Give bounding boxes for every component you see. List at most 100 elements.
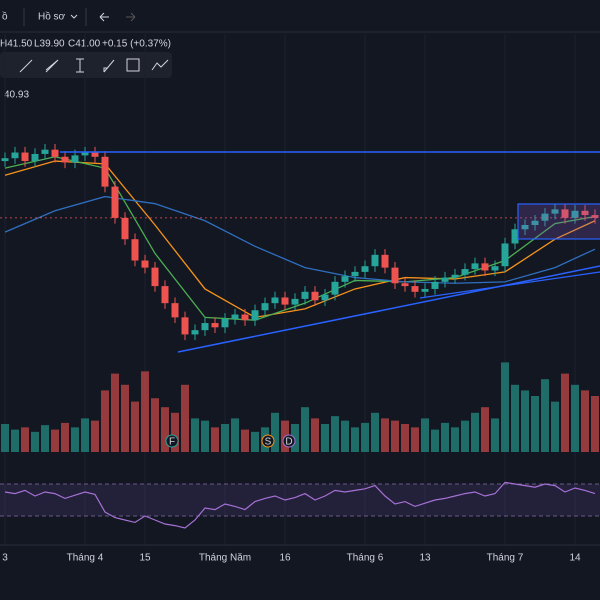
candle-body: [501, 243, 509, 267]
candle-body: [371, 254, 379, 267]
x-tick-label: 3: [2, 553, 8, 564]
candle-body: [571, 210, 579, 218]
candle-body: [491, 266, 499, 271]
candle-body: [51, 149, 59, 157]
volume-bar: [381, 418, 389, 452]
event-marker-label: D: [285, 437, 292, 448]
path-tool[interactable]: [151, 59, 169, 71]
volume-bar: [31, 431, 39, 452]
volume-bar: [161, 407, 169, 452]
volume-bar: [191, 418, 199, 452]
legend-low: L39.90: [34, 39, 65, 50]
volume-bar: [61, 422, 69, 452]
volume-bar: [211, 427, 219, 452]
volume-bar: [461, 420, 469, 452]
rsi-line: [4, 481, 596, 529]
volume-bar: [491, 418, 499, 452]
event-marker: [165, 434, 179, 448]
candle-body: [91, 152, 99, 157]
trend-drawing: [419, 271, 600, 299]
volume-bar: [121, 384, 129, 452]
volume-bar: [591, 396, 599, 452]
candle-body: [11, 152, 19, 159]
plot: 3 Tháng 4 15 Tháng Năm 16 Tháng 6 13 Tháng 7 14 F…: [0, 34, 600, 564]
arrow-tool[interactable]: [103, 59, 115, 73]
volume-bar: [431, 429, 439, 452]
volume-bar: [421, 418, 429, 452]
volume-bar: [171, 412, 179, 452]
legend-high: H41.50: [0, 39, 33, 50]
candle-body: [481, 263, 489, 271]
box-drawing: [517, 203, 600, 240]
event-marker: [261, 434, 275, 448]
volume-bar: [321, 424, 329, 452]
undo-button[interactable]: [99, 12, 109, 22]
candle-body: [1, 158, 9, 162]
candle-body: [181, 317, 189, 335]
volume-bar: [571, 384, 579, 452]
candle-body: [331, 281, 339, 295]
x-tick-label: Tháng 4: [67, 553, 104, 564]
candle-body: [341, 276, 349, 282]
candle-body: [301, 291, 309, 299]
candle-body: [61, 156, 69, 163]
volume-bar: [451, 427, 459, 452]
volume-bar: [481, 407, 489, 452]
measure-tool[interactable]: [76, 58, 84, 73]
menu-cut[interactable]: ồ: [2, 11, 8, 23]
rsi-band: [0, 484, 600, 516]
x-tick-label: 13: [419, 553, 431, 564]
candle-body: [311, 291, 319, 301]
event-marker: [282, 434, 296, 448]
candle-body: [411, 286, 419, 292]
candle-body: [111, 186, 119, 218]
candle-body: [421, 288, 429, 292]
volume-bar: [541, 379, 549, 452]
candle-body: [391, 267, 399, 284]
candle-body: [31, 153, 39, 162]
x-tick-label: Tháng 7: [487, 553, 524, 564]
profile-menu[interactable]: Hồ sơ: [38, 11, 66, 23]
candle-body: [521, 225, 529, 230]
volume-bar: [471, 412, 479, 452]
volume-bar: [441, 422, 449, 452]
volume-bar: [361, 422, 369, 452]
candle-body: [291, 298, 299, 305]
volume-bar: [201, 420, 209, 452]
volume-bar: [221, 424, 229, 452]
legend-close: C41.00: [68, 39, 101, 50]
drawing-tools: [19, 58, 169, 73]
candle-body: [211, 323, 219, 328]
candle-body: [581, 210, 589, 216]
volume-bar: [41, 425, 49, 452]
candle-body: [471, 263, 479, 270]
volume-bar: [581, 390, 589, 452]
redo-button[interactable]: [126, 12, 136, 22]
volume-bar: [501, 362, 509, 452]
candle-body: [71, 155, 79, 163]
candle-body: [81, 152, 89, 156]
volume-bar: [141, 371, 149, 452]
rectangle-tool[interactable]: [126, 58, 140, 72]
volume-bar: [241, 429, 249, 452]
candle-body: [261, 303, 269, 311]
candle-body: [361, 266, 369, 272]
dropdown-arrow: [70, 14, 78, 19]
candle-body: [321, 294, 329, 301]
candle-body: [21, 152, 29, 162]
volume-bar: [111, 373, 119, 452]
candle-body: [191, 330, 199, 335]
volume-bar: [71, 427, 79, 452]
x-tick-label: 14: [569, 553, 581, 564]
top-bar: [0, 0, 600, 32]
trend-drawing: [177, 265, 600, 353]
channel-tool[interactable]: [45, 59, 59, 73]
candle-body: [281, 297, 289, 305]
volume-bar: [391, 420, 399, 452]
trend-line-tool[interactable]: [19, 59, 33, 73]
volume-bar: [231, 418, 239, 452]
moving-average: [4, 195, 596, 284]
volume-bar: [1, 424, 9, 452]
volume-bar: [401, 424, 409, 452]
